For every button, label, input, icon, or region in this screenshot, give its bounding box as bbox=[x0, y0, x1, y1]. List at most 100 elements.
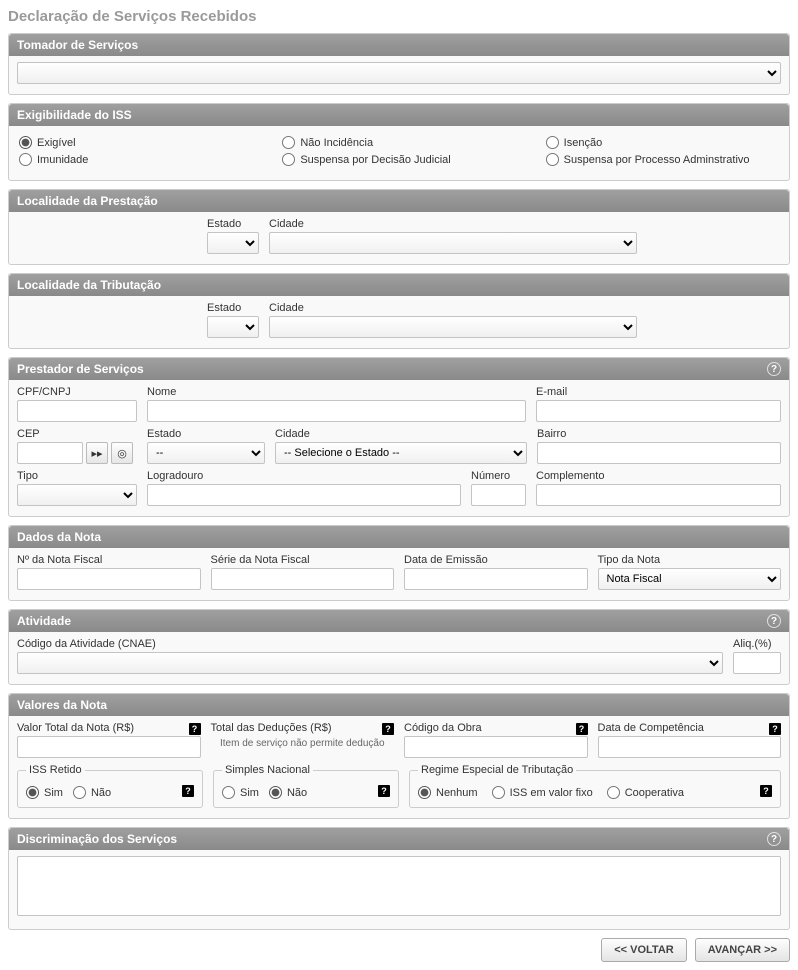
help-icon[interactable]: ? bbox=[767, 362, 781, 376]
label-prest-estado: Estado bbox=[147, 428, 265, 440]
label-estado-prestacao: Estado bbox=[207, 218, 259, 230]
select-nf-tipo[interactable]: Nota Fiscal bbox=[598, 568, 782, 590]
radio-iss-sim[interactable]: Sim bbox=[26, 786, 63, 799]
radio-imunidade[interactable]: Imunidade bbox=[19, 153, 252, 166]
label-cidade-prestacao: Cidade bbox=[269, 218, 637, 230]
input-complemento[interactable] bbox=[536, 484, 781, 506]
label-total-deducoes: Total das Deduções (R$) bbox=[211, 722, 332, 734]
label-cnae: Código da Atividade (CNAE) bbox=[17, 638, 723, 650]
panel-atividade: Atividade ? Código da Atividade (CNAE) A… bbox=[8, 609, 790, 685]
input-cep[interactable] bbox=[17, 442, 83, 464]
label-valor-total: Valor Total da Nota (R$) bbox=[17, 722, 134, 734]
radio-simples-nao[interactable]: Não bbox=[269, 786, 307, 799]
group-iss-retido: ISS Retido Sim Não ? bbox=[17, 764, 203, 808]
select-cnae[interactable] bbox=[17, 652, 723, 674]
help-icon[interactable]: ? bbox=[767, 832, 781, 846]
select-cidade-prestacao[interactable] bbox=[269, 232, 637, 254]
radio-regime-cooperativa[interactable]: Cooperativa bbox=[607, 786, 684, 799]
radio-iss-nao[interactable]: Não bbox=[73, 786, 111, 799]
radio-suspensa-judicial[interactable]: Suspensa por Decisão Judicial bbox=[282, 153, 515, 166]
label-prest-cidade: Cidade bbox=[275, 428, 527, 440]
label-complemento: Complemento bbox=[536, 470, 781, 482]
avancar-button[interactable]: AVANÇAR >> bbox=[695, 938, 790, 962]
label-codigo-obra: Código da Obra bbox=[404, 722, 482, 734]
label-cpf-cnpj: CPF/CNPJ bbox=[17, 386, 137, 398]
input-bairro[interactable] bbox=[537, 442, 781, 464]
label-cep: CEP bbox=[17, 428, 137, 440]
panel-loc-prestacao: Localidade da Prestação Estado Cidade bbox=[8, 189, 790, 265]
select-estado-prestacao[interactable] bbox=[207, 232, 259, 254]
radio-regime-iss-fixo[interactable]: ISS em valor fixo bbox=[492, 786, 593, 799]
label-aliq: Aliq.(%) bbox=[733, 638, 781, 650]
select-estado-tributacao[interactable] bbox=[207, 316, 259, 338]
help-icon[interactable]: ? bbox=[182, 785, 194, 797]
label-nf-serie: Série da Nota Fiscal bbox=[211, 554, 395, 566]
panel-header-discriminacao: Discriminação dos Serviços ? bbox=[9, 828, 789, 850]
label-numero: Número bbox=[471, 470, 526, 482]
panel-dados-nota: Dados da Nota Nº da Nota Fiscal Série da… bbox=[8, 525, 790, 601]
input-logradouro[interactable] bbox=[147, 484, 461, 506]
label-nf-emissao: Data de Emissão bbox=[404, 554, 588, 566]
input-competencia[interactable] bbox=[598, 736, 782, 758]
select-tipo[interactable] bbox=[17, 484, 137, 506]
radio-suspensa-adm[interactable]: Suspensa por Processo Adminstrativo bbox=[546, 153, 779, 166]
input-nf-serie[interactable] bbox=[211, 568, 395, 590]
panel-header-loc-tributacao: Localidade da Tributação bbox=[9, 274, 789, 296]
input-cpf-cnpj[interactable] bbox=[17, 400, 137, 422]
input-numero[interactable] bbox=[471, 484, 526, 506]
panel-header-tomador: Tomador de Serviços bbox=[9, 34, 789, 56]
group-regime: Regime Especial de Tributação Nenhum ISS… bbox=[409, 764, 781, 808]
panel-tomador: Tomador de Serviços bbox=[8, 33, 790, 95]
panel-exigibilidade: Exigibilidade do ISS Exigível Imunidade … bbox=[8, 103, 790, 181]
select-cidade-tributacao[interactable] bbox=[269, 316, 637, 338]
label-email: E-mail bbox=[536, 386, 781, 398]
help-icon[interactable]: ? bbox=[189, 723, 201, 735]
panel-header-prestador: Prestador de Serviços ? bbox=[9, 358, 789, 380]
input-aliq[interactable] bbox=[733, 652, 781, 674]
label-tipo: Tipo bbox=[17, 470, 137, 482]
panel-header-exigibilidade: Exigibilidade do ISS bbox=[9, 104, 789, 126]
label-cidade-tributacao: Cidade bbox=[269, 302, 637, 314]
panel-valores: Valores da Nota Valor Total da Nota (R$)… bbox=[8, 693, 790, 819]
input-valor-total[interactable] bbox=[17, 736, 201, 758]
tomador-select[interactable] bbox=[17, 62, 781, 84]
select-prest-cidade[interactable]: -- Selecione o Estado -- bbox=[275, 442, 527, 464]
help-icon[interactable]: ? bbox=[382, 723, 394, 735]
cep-search-button[interactable]: ▸▸ bbox=[86, 442, 108, 464]
help-icon[interactable]: ? bbox=[769, 723, 781, 735]
help-icon[interactable]: ? bbox=[576, 723, 588, 735]
input-codigo-obra[interactable] bbox=[404, 736, 588, 758]
panel-discriminacao: Discriminação dos Serviços ? bbox=[8, 827, 790, 930]
label-nf-numero: Nº da Nota Fiscal bbox=[17, 554, 201, 566]
radio-simples-sim[interactable]: Sim bbox=[222, 786, 259, 799]
panel-header-dados-nota: Dados da Nota bbox=[9, 526, 789, 548]
panel-prestador: Prestador de Serviços ? CPF/CNPJ Nome E-… bbox=[8, 357, 790, 517]
help-icon[interactable]: ? bbox=[767, 614, 781, 628]
label-estado-tributacao: Estado bbox=[207, 302, 259, 314]
input-nf-numero[interactable] bbox=[17, 568, 201, 590]
input-nome[interactable] bbox=[147, 400, 526, 422]
select-prest-estado[interactable]: -- bbox=[147, 442, 265, 464]
panel-header-valores: Valores da Nota bbox=[9, 694, 789, 716]
label-competencia: Data de Competência bbox=[598, 722, 704, 734]
label-logradouro: Logradouro bbox=[147, 470, 461, 482]
radio-isencao[interactable]: Isenção bbox=[546, 136, 779, 149]
help-icon[interactable]: ? bbox=[760, 785, 772, 797]
radio-regime-nenhum[interactable]: Nenhum bbox=[418, 786, 478, 799]
help-icon[interactable]: ? bbox=[378, 785, 390, 797]
label-bairro: Bairro bbox=[537, 428, 781, 440]
panel-header-loc-prestacao: Localidade da Prestação bbox=[9, 190, 789, 212]
radio-nao-incidencia[interactable]: Não Incidência bbox=[282, 136, 515, 149]
panel-loc-tributacao: Localidade da Tributação Estado Cidade bbox=[8, 273, 790, 349]
label-nome: Nome bbox=[147, 386, 526, 398]
voltar-button[interactable]: << VOLTAR bbox=[601, 938, 687, 962]
page-title: Declaração de Serviços Recebidos bbox=[8, 8, 790, 25]
input-nf-emissao[interactable] bbox=[404, 568, 588, 590]
radio-exigivel[interactable]: Exigível bbox=[19, 136, 252, 149]
input-email[interactable] bbox=[536, 400, 781, 422]
label-nf-tipo: Tipo da Nota bbox=[598, 554, 782, 566]
cep-lookup-button[interactable]: ◎ bbox=[111, 442, 133, 464]
group-simples: Simples Nacional Sim Não ? bbox=[213, 764, 399, 808]
textarea-discriminacao[interactable] bbox=[17, 856, 781, 916]
deducao-note: Item de serviço não permite dedução bbox=[211, 738, 395, 749]
